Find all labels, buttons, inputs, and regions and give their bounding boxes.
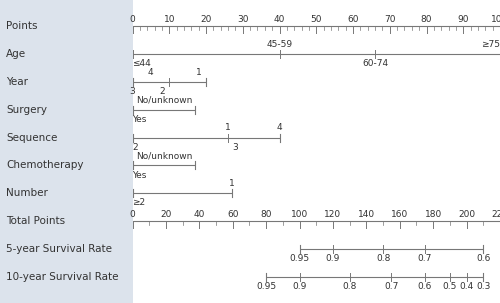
Text: 3: 3: [130, 87, 136, 96]
Text: 60: 60: [227, 210, 238, 219]
Text: 10: 10: [164, 15, 175, 24]
Text: Yes: Yes: [132, 115, 147, 124]
Text: 1: 1: [225, 123, 231, 132]
Text: Surgery: Surgery: [6, 105, 47, 115]
Text: 0.6: 0.6: [476, 254, 490, 263]
Text: 0: 0: [130, 210, 136, 219]
Text: 1: 1: [229, 179, 234, 188]
Text: 0.8: 0.8: [376, 254, 390, 263]
Text: 180: 180: [424, 210, 442, 219]
Text: Yes: Yes: [132, 171, 147, 180]
Text: 0.8: 0.8: [342, 282, 357, 291]
Text: 60-74: 60-74: [362, 59, 388, 68]
Text: 70: 70: [384, 15, 396, 24]
Text: 140: 140: [358, 210, 375, 219]
Text: 80: 80: [260, 210, 272, 219]
Text: 160: 160: [391, 210, 408, 219]
Text: 4: 4: [148, 68, 154, 77]
Text: ≤44: ≤44: [132, 59, 151, 68]
Text: Number: Number: [6, 188, 48, 198]
Text: 45-59: 45-59: [266, 40, 292, 49]
Text: Total Points: Total Points: [6, 216, 65, 226]
Text: 100: 100: [291, 210, 308, 219]
Text: 3: 3: [232, 143, 238, 152]
Text: 0.7: 0.7: [384, 282, 398, 291]
Text: Chemotherapy: Chemotherapy: [6, 160, 84, 171]
Text: 20: 20: [160, 210, 172, 219]
Text: 100: 100: [492, 15, 500, 24]
Text: 60: 60: [347, 15, 359, 24]
Text: 0.7: 0.7: [418, 254, 432, 263]
Text: ≥2: ≥2: [132, 198, 145, 208]
Text: 4: 4: [276, 123, 282, 132]
Text: 2: 2: [159, 87, 164, 96]
Text: 30: 30: [237, 15, 248, 24]
Text: 90: 90: [458, 15, 469, 24]
Text: 10-year Survival Rate: 10-year Survival Rate: [6, 272, 118, 282]
Text: 1: 1: [196, 68, 202, 77]
Text: 0.95: 0.95: [256, 282, 276, 291]
Text: 200: 200: [458, 210, 475, 219]
Text: 120: 120: [324, 210, 342, 219]
Text: 40: 40: [194, 210, 205, 219]
Text: 0: 0: [130, 15, 136, 24]
Text: 50: 50: [310, 15, 322, 24]
Text: ≥75: ≥75: [481, 40, 500, 49]
Text: 0.6: 0.6: [418, 282, 432, 291]
Text: 20: 20: [200, 15, 211, 24]
Text: Points: Points: [6, 21, 38, 31]
Text: 0.5: 0.5: [442, 282, 457, 291]
Text: 40: 40: [274, 15, 285, 24]
Text: Sequence: Sequence: [6, 132, 58, 143]
Text: 220: 220: [492, 210, 500, 219]
Text: No/unknown: No/unknown: [136, 95, 192, 105]
Text: 0.3: 0.3: [476, 282, 490, 291]
Text: 5-year Survival Rate: 5-year Survival Rate: [6, 244, 112, 254]
Text: 0.4: 0.4: [460, 282, 473, 291]
Text: 0.9: 0.9: [326, 254, 340, 263]
Text: No/unknown: No/unknown: [136, 151, 192, 160]
Text: Year: Year: [6, 77, 28, 87]
Text: 2: 2: [132, 143, 138, 152]
Text: 80: 80: [421, 15, 432, 24]
Text: 0.95: 0.95: [290, 254, 310, 263]
Text: 0.9: 0.9: [292, 282, 306, 291]
Text: Age: Age: [6, 49, 26, 59]
